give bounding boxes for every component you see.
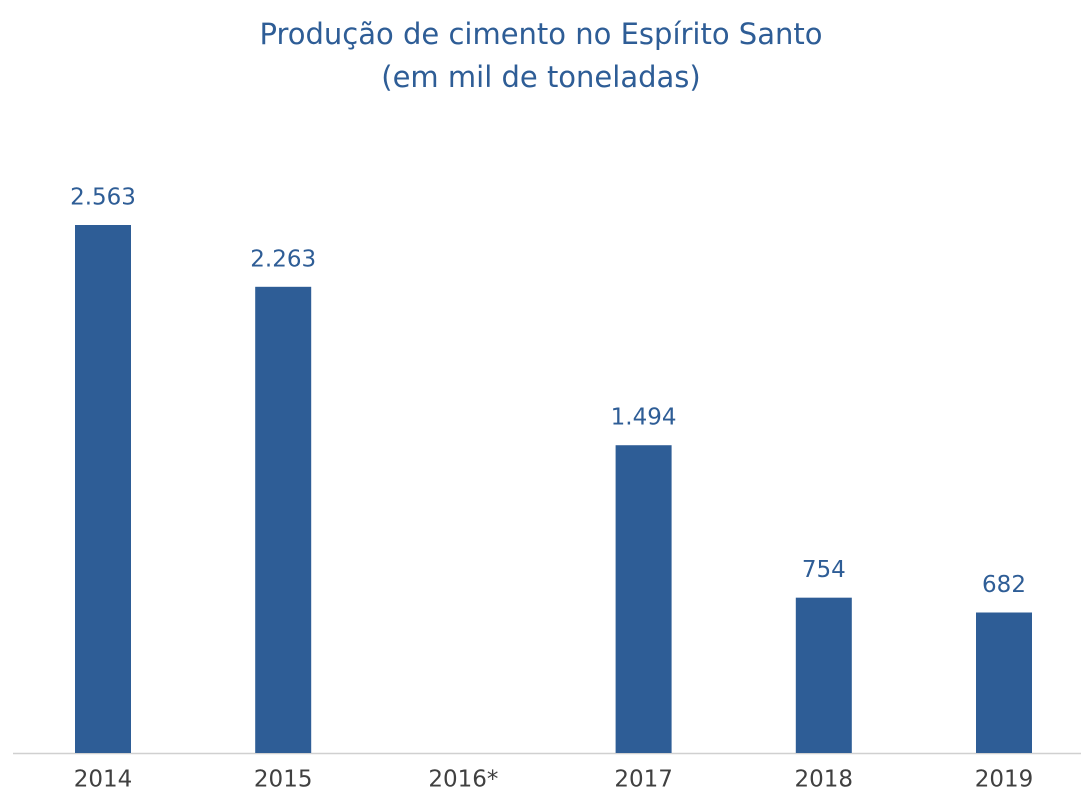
bar	[75, 225, 131, 753]
x-tick-label: 2018	[795, 767, 854, 793]
x-tick-label: 2014	[74, 767, 133, 793]
data-label: 754	[802, 557, 846, 583]
bar	[976, 612, 1032, 753]
bar	[795, 597, 852, 753]
data-label: 2.263	[250, 246, 316, 272]
x-tick-label: 2015	[254, 767, 313, 793]
data-label: 1.494	[611, 405, 677, 431]
chart-title: Produção de cimento no Espírito Santo	[260, 17, 823, 51]
x-tick-label: 2017	[614, 767, 673, 793]
bar	[615, 445, 672, 753]
x-tick-label: 2016*	[428, 767, 498, 793]
data-label: 682	[982, 572, 1026, 598]
chart-subtitle: (em mil de toneladas)	[381, 60, 700, 94]
data-label: 2.563	[70, 185, 136, 211]
x-tick-label: 2019	[975, 767, 1034, 793]
bar	[255, 286, 312, 753]
